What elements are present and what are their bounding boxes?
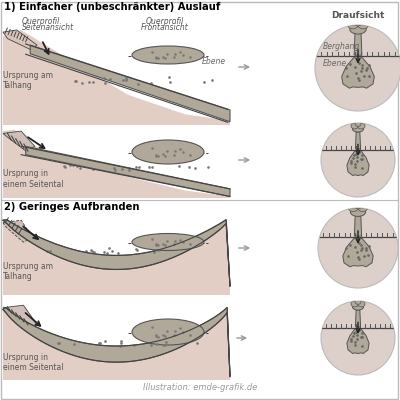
Text: Ebene: Ebene bbox=[202, 57, 226, 66]
Ellipse shape bbox=[352, 126, 364, 132]
Polygon shape bbox=[343, 237, 373, 267]
Polygon shape bbox=[356, 310, 360, 327]
Text: Ursprung in
einem Seitental: Ursprung in einem Seitental bbox=[3, 169, 64, 188]
Polygon shape bbox=[347, 150, 369, 176]
Ellipse shape bbox=[358, 123, 365, 129]
Circle shape bbox=[321, 301, 395, 375]
Polygon shape bbox=[347, 328, 369, 354]
Ellipse shape bbox=[132, 140, 204, 164]
Polygon shape bbox=[3, 308, 230, 377]
Polygon shape bbox=[342, 56, 374, 88]
Polygon shape bbox=[3, 30, 37, 49]
Polygon shape bbox=[26, 146, 230, 196]
Text: Ursprung in
einem Seitental: Ursprung in einem Seitental bbox=[3, 353, 64, 372]
Text: Berghang: Berghang bbox=[323, 42, 360, 51]
Text: Ursprung am
Talhang: Ursprung am Talhang bbox=[3, 262, 53, 281]
Text: Frontansicht: Frontansicht bbox=[141, 23, 189, 32]
Polygon shape bbox=[3, 30, 230, 125]
Polygon shape bbox=[3, 220, 32, 242]
Ellipse shape bbox=[354, 202, 362, 209]
Text: Ebene: Ebene bbox=[323, 59, 347, 68]
Polygon shape bbox=[3, 130, 230, 198]
Text: Ursprung am
Talhang: Ursprung am Talhang bbox=[3, 71, 53, 90]
Ellipse shape bbox=[358, 204, 368, 212]
Text: 1) Einfacher (unbeschränkter) Auslauf: 1) Einfacher (unbeschränkter) Auslauf bbox=[4, 2, 220, 12]
Ellipse shape bbox=[351, 301, 358, 307]
Polygon shape bbox=[30, 45, 230, 122]
Ellipse shape bbox=[348, 204, 358, 212]
Polygon shape bbox=[3, 131, 35, 151]
Polygon shape bbox=[3, 305, 230, 380]
Polygon shape bbox=[3, 220, 230, 286]
Polygon shape bbox=[3, 220, 230, 295]
Circle shape bbox=[321, 123, 395, 197]
Text: Seitenansicht: Seitenansicht bbox=[22, 23, 74, 32]
Ellipse shape bbox=[354, 19, 362, 26]
Text: Querprofil: Querprofil bbox=[22, 17, 60, 26]
Ellipse shape bbox=[132, 46, 204, 64]
Text: Draufsicht: Draufsicht bbox=[331, 11, 385, 20]
Ellipse shape bbox=[350, 208, 366, 216]
Text: Querprofil: Querprofil bbox=[146, 17, 184, 26]
Ellipse shape bbox=[358, 301, 365, 307]
Text: 2) Geringes Aufbranden: 2) Geringes Aufbranden bbox=[4, 202, 140, 212]
Circle shape bbox=[315, 25, 400, 111]
Polygon shape bbox=[354, 215, 362, 236]
Polygon shape bbox=[3, 305, 37, 330]
Ellipse shape bbox=[132, 319, 204, 345]
Polygon shape bbox=[356, 132, 360, 149]
Text: Illustration: emde-grafik.de: Illustration: emde-grafik.de bbox=[143, 383, 257, 392]
Ellipse shape bbox=[355, 299, 361, 304]
Circle shape bbox=[318, 208, 398, 288]
Ellipse shape bbox=[348, 21, 358, 29]
Ellipse shape bbox=[132, 234, 204, 250]
Ellipse shape bbox=[350, 24, 366, 34]
Ellipse shape bbox=[358, 21, 368, 29]
Ellipse shape bbox=[355, 121, 361, 126]
Polygon shape bbox=[354, 32, 362, 55]
Ellipse shape bbox=[352, 304, 364, 310]
Ellipse shape bbox=[351, 123, 358, 129]
